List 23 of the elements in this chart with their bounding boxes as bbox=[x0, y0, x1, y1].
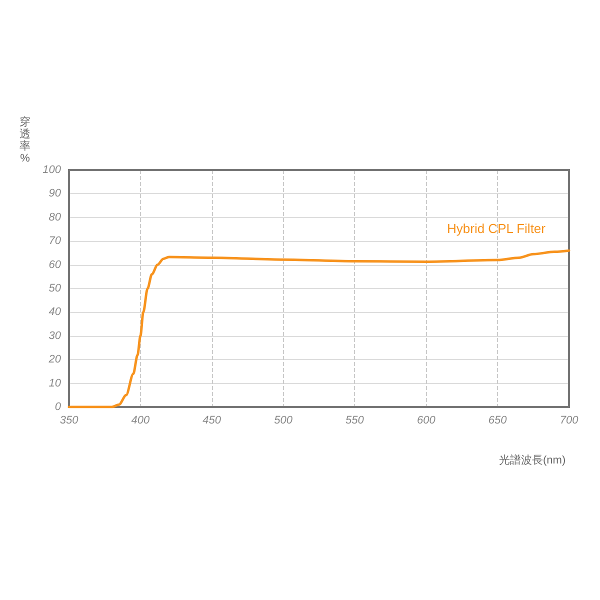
y-tick-label: 90 bbox=[48, 188, 62, 200]
line-series bbox=[68, 249, 570, 408]
x-tick-label: 600 bbox=[416, 414, 436, 426]
y-tick-label: 100 bbox=[42, 164, 62, 176]
y-tick-label: 70 bbox=[48, 235, 62, 248]
y-tick-label: 80 bbox=[48, 211, 62, 224]
x-tick-label: 450 bbox=[202, 414, 222, 426]
y-tick-label: 20 bbox=[48, 354, 62, 366]
y-tick-label: 0 bbox=[54, 401, 62, 413]
y-tick-label: 60 bbox=[48, 258, 62, 271]
x-tick-label: 700 bbox=[560, 414, 580, 426]
x-tick-label: 550 bbox=[346, 414, 365, 426]
y-tick-label: 50 bbox=[48, 282, 62, 294]
y-tick-label: 40 bbox=[48, 306, 62, 318]
x-axis-title: 光譜波長(nm) bbox=[499, 454, 566, 466]
y-tick-label: 30 bbox=[48, 330, 62, 342]
y-axis-title: 穿透率% bbox=[20, 116, 30, 165]
x-tick-label: 650 bbox=[488, 414, 508, 426]
series-label: Hybrid CPL Filter bbox=[447, 221, 546, 236]
y-tick-label: 10 bbox=[48, 377, 62, 390]
x-tick-label: 500 bbox=[274, 414, 294, 426]
x-tick-label: 400 bbox=[131, 414, 150, 426]
x-tick-label: 350 bbox=[60, 414, 80, 426]
